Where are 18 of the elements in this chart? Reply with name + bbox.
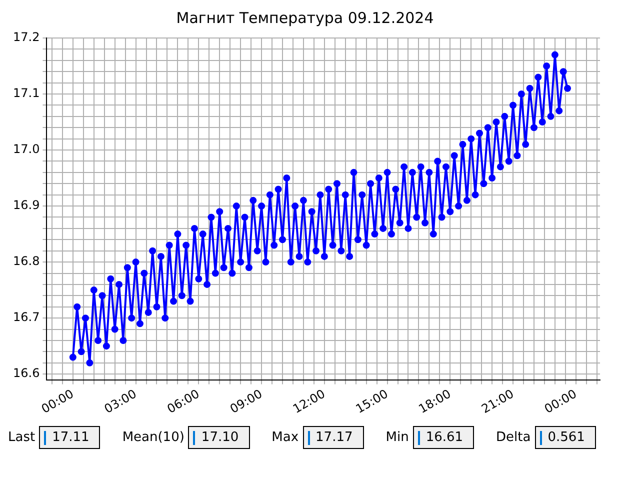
text: Max xyxy=(272,430,299,445)
text: Mean(10) xyxy=(122,430,184,445)
chart-title: Магнит Температура 09.12.2024 xyxy=(176,8,434,27)
y-tick-label: 17.0 xyxy=(13,142,40,156)
y-tick-label: 16.6 xyxy=(13,366,40,380)
text: Min xyxy=(386,430,409,445)
y-tick-label: 17.2 xyxy=(13,30,40,44)
text: Delta xyxy=(496,430,531,445)
text: 16.61 xyxy=(426,430,464,445)
y-tick-label: 17.1 xyxy=(13,86,40,100)
y-tick-label: 16.8 xyxy=(13,254,40,268)
y-tick-label: 16.9 xyxy=(13,198,40,212)
text: 17.11 xyxy=(52,430,90,445)
text: 17.17 xyxy=(316,430,353,445)
text: 17.10 xyxy=(201,430,239,445)
text: Last xyxy=(8,430,36,445)
text: 0.561 xyxy=(548,430,585,445)
y-tick-label: 16.7 xyxy=(13,310,40,324)
